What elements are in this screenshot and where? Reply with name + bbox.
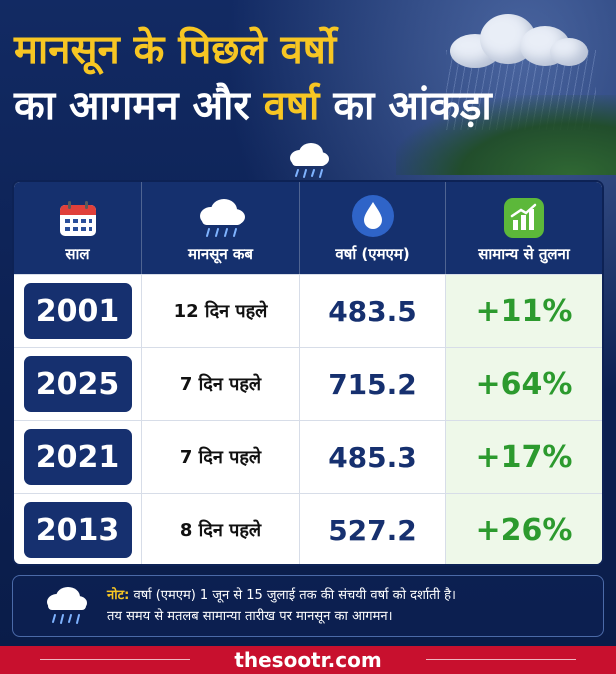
table-row: 2021 7 दिन पहले 485.3 +17% xyxy=(14,420,602,493)
when-cell: 7 दिन पहले xyxy=(142,348,300,420)
compare-value: +17% xyxy=(475,439,573,475)
header-monsoon-when: मानसून कब xyxy=(142,182,300,274)
year-badge: 2021 xyxy=(23,429,132,485)
title-line-1: मानसून के पिछले वर्षो xyxy=(14,22,484,78)
header-year: साल xyxy=(14,182,142,274)
table-header: साल मानसून कब वर्षा (एमएम) xyxy=(14,182,602,274)
header-compare-label: सामान्य से तुलना xyxy=(478,245,570,263)
header-rainfall: वर्षा (एमएम) xyxy=(300,182,446,274)
rain-cloud-icon xyxy=(47,587,87,624)
storm-cloud-icon xyxy=(440,8,590,68)
year-cell: 2025 xyxy=(14,348,142,420)
when-value: 8 दिन पहले xyxy=(179,520,262,541)
table-row: 2013 8 दिन पहले 527.2 +26% xyxy=(14,493,602,564)
compare-value: +11% xyxy=(475,293,573,329)
compare-cell: +17% xyxy=(446,421,602,493)
rainfall-value: 715.2 xyxy=(328,367,417,401)
header-rainfall-label: वर्षा (एमएम) xyxy=(335,245,410,263)
note-line-2: तय समय से मतलब सामान्या तारीख पर मानसून … xyxy=(107,609,393,624)
title-line-2-part1: का आगमन और xyxy=(14,83,264,129)
when-value: 7 दिन पहले xyxy=(179,447,262,468)
header-compare: सामान्य से तुलना xyxy=(446,182,602,274)
rainfall-value: 527.2 xyxy=(328,513,417,547)
when-value: 7 दिन पहले xyxy=(179,374,262,395)
page-title: मानसून के पिछले वर्षो का आगमन और वर्षा क… xyxy=(14,22,492,134)
compare-cell: +26% xyxy=(446,494,602,564)
when-cell: 7 दिन पहले xyxy=(142,421,300,493)
compare-cell: +11% xyxy=(446,275,602,347)
header-year-label: साल xyxy=(65,245,90,263)
table-row: 2001 12 दिन पहले 483.5 +11% xyxy=(14,274,602,347)
note-label: नोट: xyxy=(107,588,130,603)
calendar-icon xyxy=(59,201,96,236)
when-cell: 8 दिन पहले xyxy=(142,494,300,564)
year-cell: 2021 xyxy=(14,421,142,493)
year-badge: 2001 xyxy=(23,283,132,339)
title-line-1-text: मानसून के पिछले वर्षो xyxy=(14,27,337,73)
compare-cell: +64% xyxy=(446,348,602,420)
compare-value: +26% xyxy=(475,512,573,548)
year-badge: 2013 xyxy=(23,502,132,558)
rainfall-cell: 483.5 xyxy=(300,275,446,347)
rain-cloud-icon xyxy=(199,199,245,237)
when-value: 12 दिन पहले xyxy=(173,301,268,322)
header-monsoon-when-label: मानसून कब xyxy=(188,245,253,263)
table-row: 2025 7 दिन पहले 715.2 +64% xyxy=(14,347,602,420)
monsoon-table: साल मानसून कब वर्षा (एमएम) xyxy=(12,180,604,566)
water-drop-icon xyxy=(351,195,394,237)
bar-chart-icon xyxy=(504,198,544,238)
note-text: नोट: वर्षा (एमएम) 1 जून से 15 जुलाई तक क… xyxy=(107,585,597,627)
when-cell: 12 दिन पहले xyxy=(142,275,300,347)
year-cell: 2013 xyxy=(14,494,142,564)
rainfall-cell: 527.2 xyxy=(300,494,446,564)
year-badge: 2025 xyxy=(23,356,132,412)
compare-value: +64% xyxy=(475,366,573,402)
hills-decoration xyxy=(396,95,616,175)
note-box: नोट: वर्षा (एमएम) 1 जून से 15 जुलाई तक क… xyxy=(12,575,604,637)
note-line-1: नोट: वर्षा (एमएम) 1 जून से 15 जुलाई तक क… xyxy=(107,585,597,606)
title-line-2-highlight: वर्षा xyxy=(263,83,320,129)
title-line-2-part2: का आंकड़ा xyxy=(319,83,492,129)
rain-cloud-icon xyxy=(290,143,329,178)
footer-bar: thesootr.com xyxy=(0,646,616,674)
note-line-1-text: वर्षा (एमएम) 1 जून से 15 जुलाई तक की संच… xyxy=(129,588,456,603)
rainfall-value: 483.5 xyxy=(328,294,417,328)
year-cell: 2001 xyxy=(14,275,142,347)
title-line-2: का आगमन और वर्षा का आंकड़ा xyxy=(14,78,492,134)
rainfall-cell: 485.3 xyxy=(300,421,446,493)
rainfall-value: 485.3 xyxy=(328,440,417,474)
site-link[interactable]: thesootr.com xyxy=(234,648,382,672)
rainfall-cell: 715.2 xyxy=(300,348,446,420)
